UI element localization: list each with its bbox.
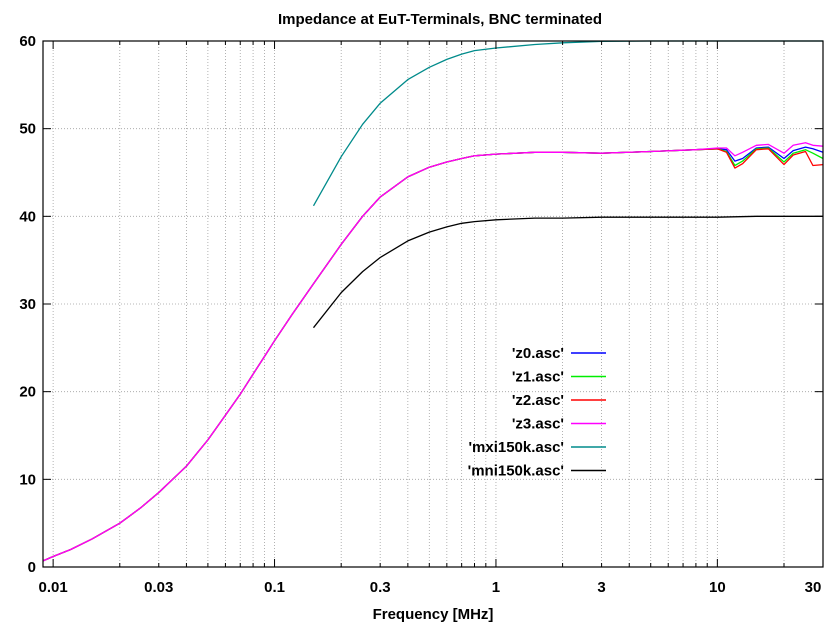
y-tick-label: 30 [19,296,36,313]
legend-label: 'z2.asc' [512,392,564,409]
y-axis-tick-labels: 0 10 20 30 40 50 60 [19,33,36,576]
chart-title: Impedance at EuT-Terminals, BNC terminat… [278,11,602,28]
y-tick-label: 0 [28,559,36,576]
axis-ticks [43,40,823,568]
x-tick-label: 0.1 [264,579,285,596]
series-line [312,40,823,207]
series-line [42,148,824,562]
x-tick-label: 0.03 [144,579,173,596]
x-axis-tick-labels: 0.01 0.03 0.1 0.3 1 3 10 30 [39,579,822,596]
x-tick-label: 0.3 [370,579,391,596]
y-tick-label: 50 [19,121,36,138]
x-tick-label: 0.01 [39,579,68,596]
y-tick-label: 20 [19,384,36,401]
y-tick-label: 40 [19,208,36,225]
legend-label: 'z1.asc' [512,369,564,386]
x-tick-label: 10 [709,579,726,596]
series-line [312,215,823,329]
grid [43,41,823,567]
legend-label: 'z0.asc' [512,345,564,362]
series-lines [42,40,824,562]
x-tick-label: 1 [492,579,500,596]
y-tick-label: 60 [19,33,36,50]
legend-label: 'mni150k.asc' [468,463,564,480]
legend-label: 'z3.asc' [512,416,564,433]
x-axis-label: Frequency [MHz] [373,606,494,623]
legend-label: 'mxi150k.asc' [468,439,564,456]
y-tick-label: 10 [19,471,36,488]
series-line [42,146,824,562]
series-line [42,142,824,562]
x-tick-label: 30 [805,579,822,596]
series-line [42,147,824,562]
x-tick-label: 3 [597,579,605,596]
legend: 'z0.asc' 'z1.asc' 'z2.asc' 'z3.asc' 'mxi150k… [468,345,606,480]
